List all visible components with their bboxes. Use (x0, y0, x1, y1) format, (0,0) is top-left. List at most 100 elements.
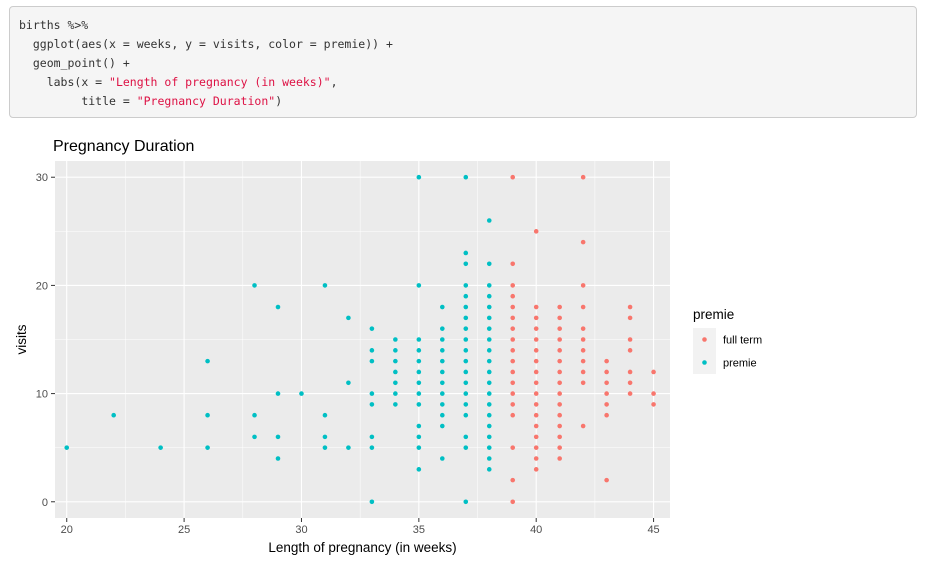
data-point-premie (346, 380, 351, 386)
data-point-premie (463, 337, 469, 342)
data-point-full-term (557, 434, 562, 440)
data-point-full-term (533, 304, 539, 310)
data-point-premie (486, 358, 492, 364)
data-point-premie (158, 445, 163, 450)
data-point-premie (486, 423, 492, 429)
data-point-full-term (627, 315, 633, 321)
data-point-premie (416, 369, 422, 375)
data-point-full-term (557, 315, 562, 321)
data-point-full-term (533, 412, 539, 418)
data-point-full-term (533, 467, 539, 472)
x-tick-label: 30 (295, 524, 307, 536)
data-point-premie (416, 434, 422, 440)
data-point-premie (486, 315, 492, 321)
scatter-chart: Pregnancy Duration 20 25 30 35 40 45 0 10 20 30 L… (14, 138, 762, 555)
data-point-premie (440, 348, 445, 353)
data-point-full-term (533, 315, 539, 321)
x-tick-label: 35 (413, 524, 425, 536)
data-point-premie (463, 412, 469, 418)
data-point-premie (64, 445, 70, 450)
data-point-full-term (557, 456, 562, 461)
data-point-premie (486, 467, 492, 472)
y-tick-label: 30 (36, 172, 48, 184)
x-axis-label: Length of pregnancy (in weeks) (268, 540, 456, 555)
data-point-full-term (580, 326, 586, 331)
data-point-premie (393, 358, 398, 364)
data-point-premie (486, 445, 492, 450)
data-point-full-term (533, 369, 539, 375)
data-point-premie (416, 423, 422, 429)
axes: 20 25 30 35 40 45 0 10 20 30 (36, 172, 660, 536)
data-point-premie (486, 369, 492, 375)
data-point-premie (369, 348, 375, 353)
data-point-premie (252, 283, 257, 288)
data-point-premie (416, 358, 422, 364)
legend-items: full term premie (693, 328, 762, 374)
data-point-full-term (510, 304, 516, 310)
data-point-premie (463, 348, 469, 353)
data-point-premie (393, 380, 398, 386)
data-point-full-term (510, 348, 516, 353)
code-token: ggplot(aes(x = weeks, y = visits, color … (32, 37, 393, 51)
data-point-full-term (510, 402, 516, 407)
data-point-premie (486, 337, 492, 342)
data-point-premie (486, 283, 492, 288)
data-point-full-term (557, 423, 562, 429)
data-point-full-term (580, 304, 586, 310)
data-point-premie (275, 456, 281, 461)
data-point-full-term (533, 391, 539, 396)
data-point-premie (463, 358, 469, 364)
code-line: title = "Pregnancy Duration") (19, 92, 907, 111)
data-point-full-term (510, 337, 516, 342)
data-point-full-term (533, 337, 539, 342)
legend-label: premie (723, 358, 757, 370)
data-point-full-term (580, 380, 586, 386)
data-point-full-term (510, 477, 516, 483)
data-point-premie (463, 315, 469, 321)
data-point-full-term (651, 391, 656, 396)
data-point-premie (346, 315, 351, 321)
data-point-full-term (557, 412, 562, 418)
data-point-full-term (627, 304, 633, 310)
data-point-premie (346, 445, 351, 450)
code-token: , (330, 75, 338, 89)
data-point-premie (463, 174, 469, 180)
code-line: geom_point() + (19, 54, 907, 73)
data-point-premie (463, 304, 469, 310)
data-point-premie (486, 380, 492, 386)
data-point-full-term (651, 402, 656, 407)
data-point-full-term (533, 434, 539, 440)
data-point-premie (440, 337, 445, 342)
data-point-premie (205, 412, 210, 418)
data-point-premie (486, 326, 492, 331)
data-point-premie (486, 456, 492, 461)
data-point-premie (463, 434, 469, 440)
data-point-full-term (557, 369, 562, 375)
data-point-premie (463, 499, 469, 505)
data-point-full-term (533, 456, 539, 461)
data-point-premie (369, 358, 375, 364)
code-line: ggplot(aes(x = weeks, y = visits, color … (19, 35, 907, 54)
data-point-premie (275, 304, 281, 310)
data-point-premie (322, 434, 328, 440)
code-token: ) (275, 94, 283, 108)
data-point-full-term (510, 283, 516, 288)
code-line: labs(x = "Length of pregnancy (in weeks)… (19, 73, 907, 92)
data-point-full-term (557, 304, 562, 310)
data-point-full-term (510, 499, 516, 505)
data-point-full-term (557, 380, 562, 386)
data-point-full-term (510, 174, 516, 180)
data-point-premie (275, 434, 281, 440)
data-point-full-term (533, 358, 539, 364)
data-point-full-term (604, 380, 609, 386)
data-point-premie (486, 293, 492, 299)
data-point-full-term (580, 283, 586, 288)
data-point-full-term (627, 348, 633, 353)
legend-key-full-term (702, 337, 707, 342)
data-point-full-term (533, 402, 539, 407)
data-point-premie (440, 358, 445, 364)
data-point-premie (440, 412, 445, 418)
data-point-premie (416, 283, 422, 288)
data-point-premie (205, 445, 210, 450)
data-point-premie (463, 380, 469, 386)
